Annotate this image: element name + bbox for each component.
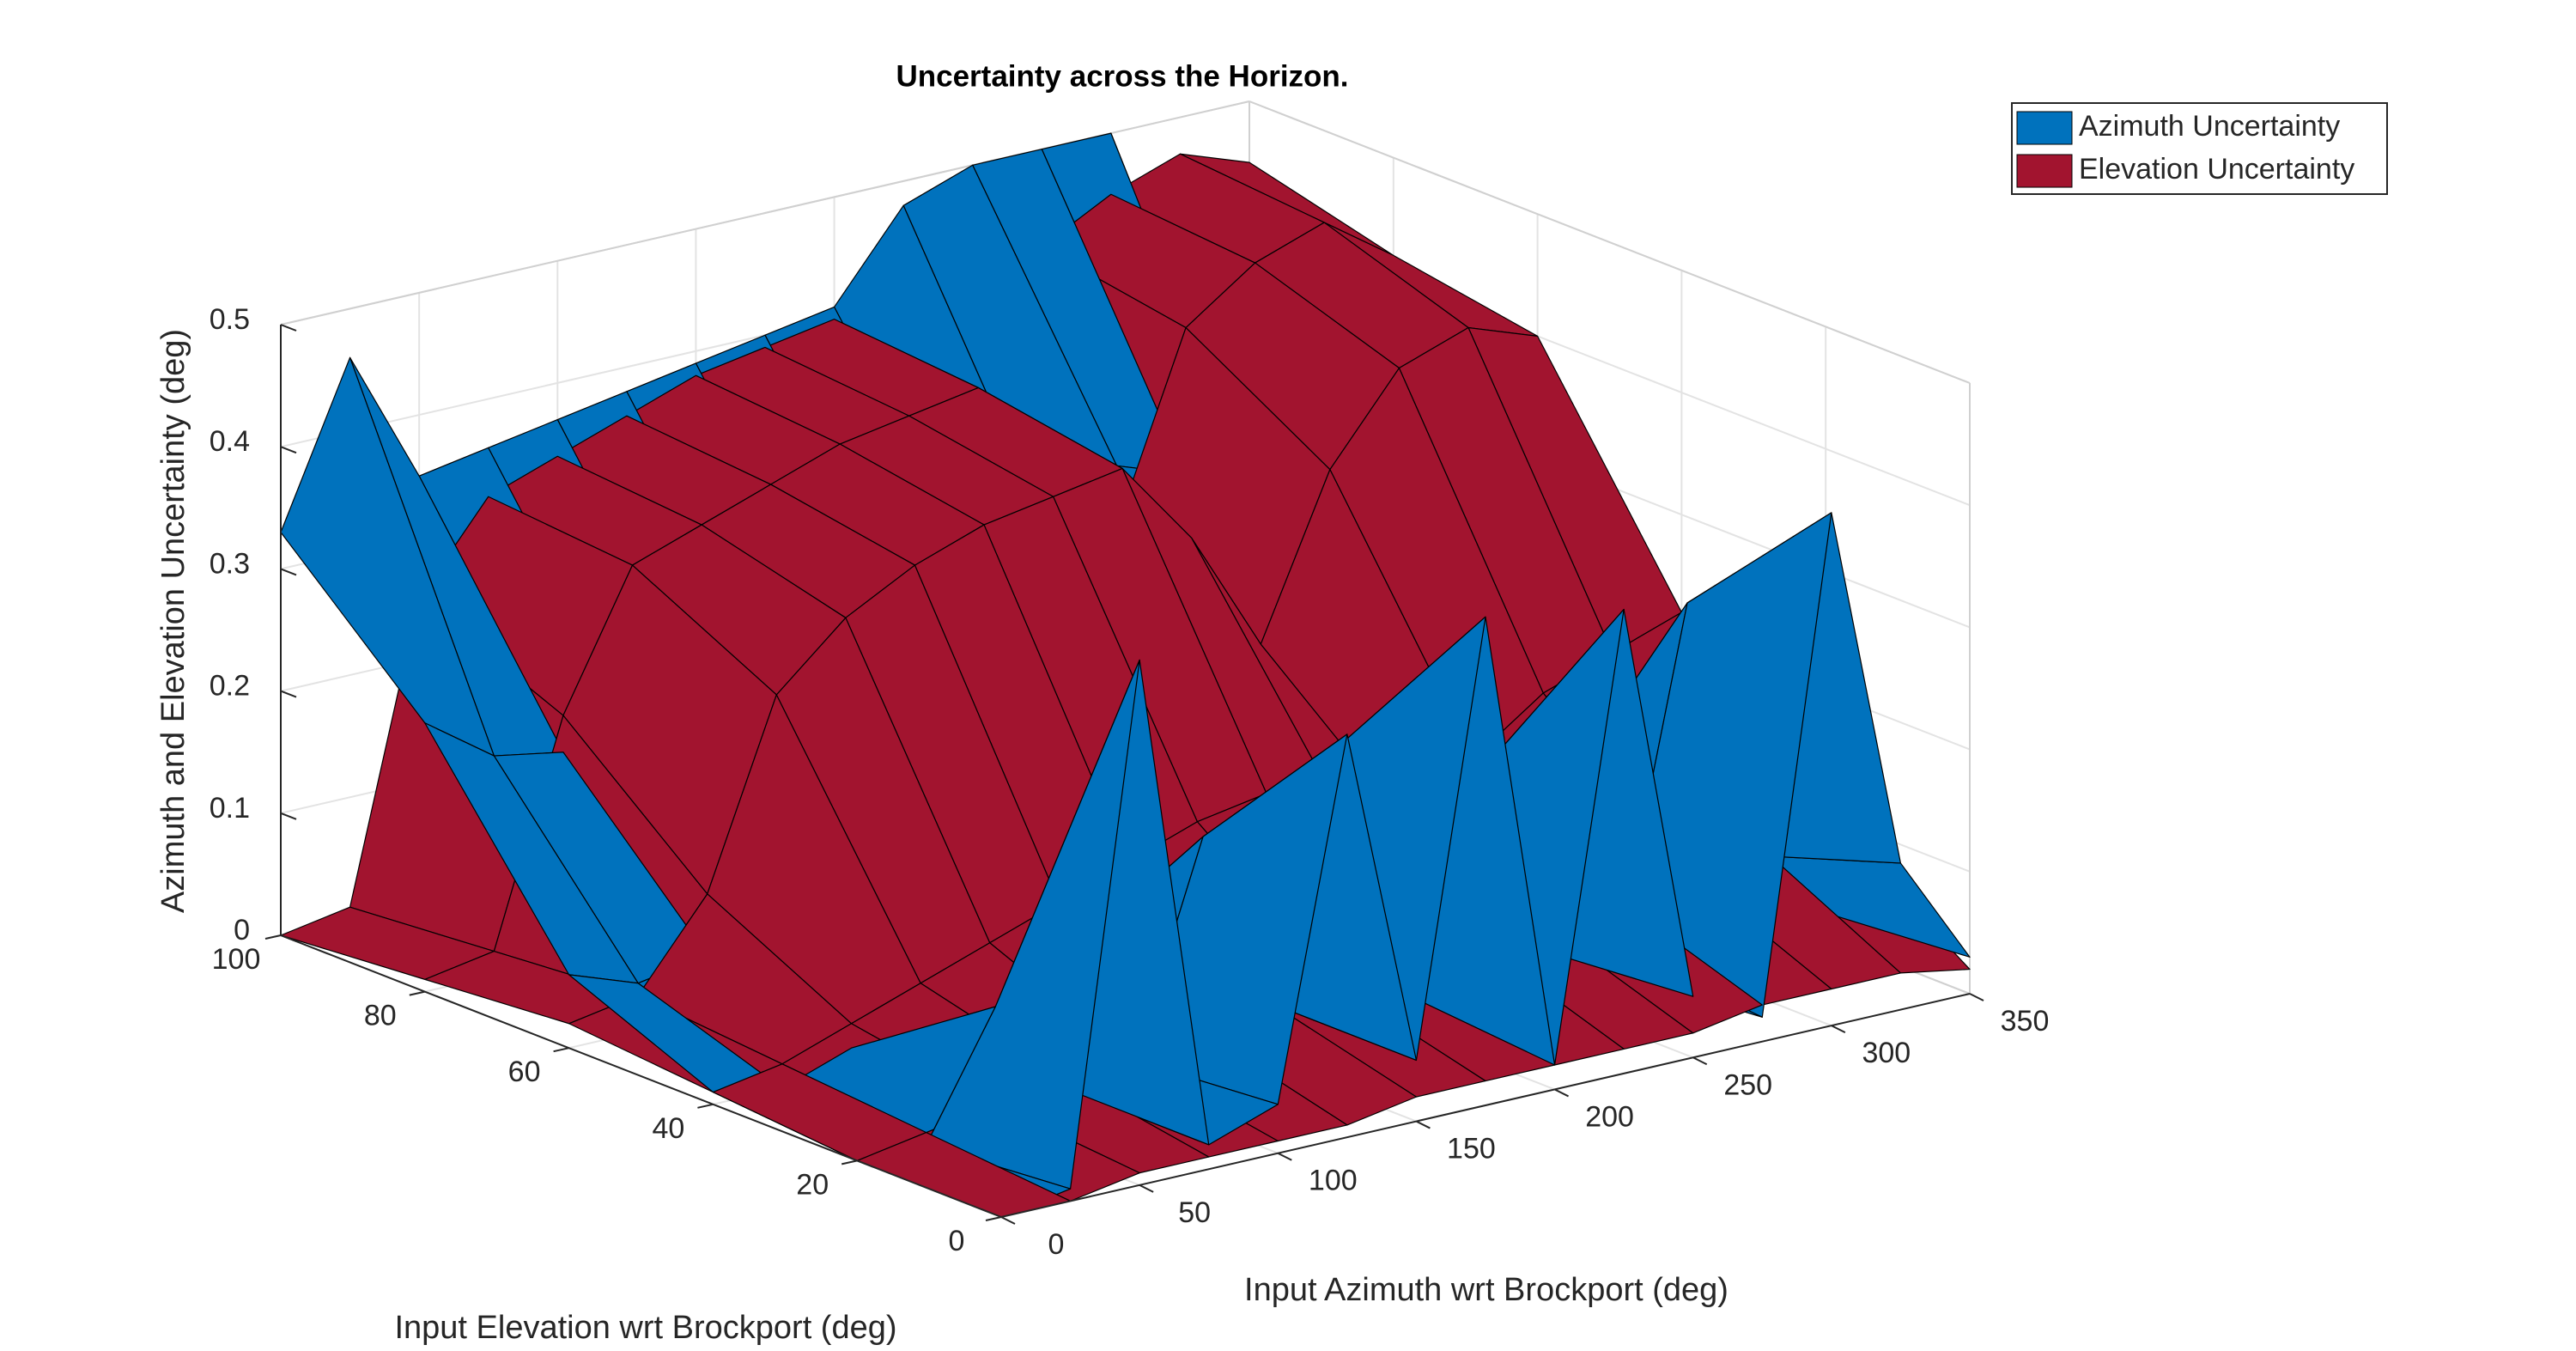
z-tick (280, 324, 297, 332)
surface-layer (280, 132, 1971, 1218)
x-tick (1831, 1025, 1846, 1034)
x-tick-label: 50 (1178, 1196, 1211, 1229)
z-tick (280, 934, 297, 942)
x-tick-label: 350 (2001, 1005, 2050, 1038)
z-tick-label: 0.3 (210, 547, 250, 580)
y-tick (264, 934, 282, 940)
axes-layer: 05010015020025030035002040608010000.10.2… (210, 303, 2050, 1261)
z-tick-label: 0.2 (210, 670, 250, 703)
x-tick (1969, 993, 1984, 1001)
legend-box (2011, 102, 2388, 195)
x-axis-label: Input Azimuth wrt Brockport (deg) (1244, 1272, 1728, 1308)
z-tick-label: 0.1 (210, 792, 250, 825)
x-tick-label: 200 (1585, 1100, 1634, 1133)
x-tick (1554, 1088, 1570, 1098)
z-tick-label: 0.5 (210, 303, 250, 336)
x-tick (1000, 1216, 1016, 1225)
box-edge (1249, 100, 1971, 384)
z-tick-label: 0.4 (210, 425, 250, 458)
x-axis-line (1000, 993, 1971, 1218)
y-tick-label: 0 (949, 1225, 965, 1257)
y-tick (985, 1216, 1002, 1221)
x-tick-label: 100 (1309, 1165, 1358, 1197)
x-tick (1692, 1056, 1708, 1066)
y-tick (697, 1103, 714, 1109)
y-axis-label: Input Elevation wrt Brockport (deg) (394, 1310, 896, 1346)
z-tick (280, 568, 297, 576)
y-tick-label: 100 (212, 943, 261, 976)
y-tick-label: 40 (652, 1112, 684, 1145)
legend-label: Azimuth Uncertainty (2079, 110, 2340, 143)
y-tick (841, 1159, 858, 1165)
y-axis-line (280, 934, 1002, 1218)
y-tick (409, 990, 426, 996)
y-tick-label: 20 (796, 1168, 829, 1201)
legend-swatch (2016, 154, 2073, 188)
z-tick (280, 446, 297, 454)
y-tick (553, 1047, 569, 1053)
y-tick-label: 80 (364, 1000, 397, 1032)
x-tick-label: 150 (1447, 1133, 1496, 1165)
x-tick (1277, 1152, 1292, 1161)
legend: Azimuth Uncertainty Elevation Uncertainty (2011, 102, 2388, 195)
x-tick (1139, 1184, 1154, 1193)
legend-swatch (2016, 111, 2073, 145)
z-tick (280, 690, 297, 698)
x-tick (1415, 1120, 1431, 1129)
x-tick-label: 0 (1048, 1228, 1065, 1261)
z-tick-label: 0 (234, 914, 250, 946)
y-tick-label: 60 (508, 1056, 541, 1088)
chart-title: Uncertainty across the Horizon. (896, 59, 1348, 93)
x-tick-label: 250 (1723, 1068, 1772, 1101)
x-tick-label: 300 (1862, 1037, 1911, 1069)
legend-label: Elevation Uncertainty (2079, 153, 2354, 186)
z-axis-label: Azimuth and Elevation Uncertainty (deg) (155, 329, 191, 913)
z-tick (280, 812, 297, 820)
